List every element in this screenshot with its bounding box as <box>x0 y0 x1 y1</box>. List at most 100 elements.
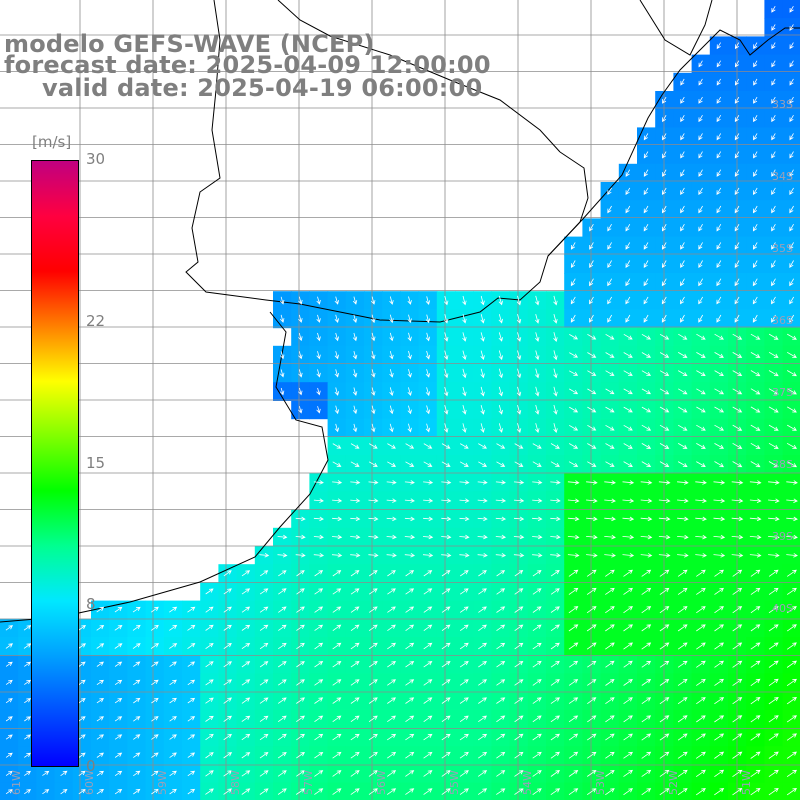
wind-arrow <box>677 388 688 395</box>
wind-arrow <box>695 480 707 485</box>
wind-arrow <box>550 715 560 723</box>
wind-arrow <box>750 642 761 650</box>
wind-arrow <box>78 752 86 758</box>
wind-cell <box>364 764 383 784</box>
wind-arrow <box>586 642 597 650</box>
wind-arrow <box>387 588 396 595</box>
wind-arrow <box>550 461 560 467</box>
wind-arrow <box>659 679 670 686</box>
wind-arrow <box>60 789 68 795</box>
wind-arrow <box>714 660 724 668</box>
wind-arrow <box>771 78 776 86</box>
wind-arrow <box>587 333 597 340</box>
wind-arrow <box>513 534 525 540</box>
wind-cell <box>709 145 729 165</box>
wind-arrow <box>789 278 795 287</box>
wind-arrow <box>623 352 633 358</box>
wind-arrow <box>677 769 688 777</box>
wind-arrow <box>459 588 469 595</box>
wind-arrow <box>532 697 542 704</box>
wind-cell <box>782 345 800 365</box>
wind-arrow <box>661 278 667 287</box>
wind-arrow <box>750 406 761 413</box>
wind-arrow <box>405 606 415 613</box>
wind-cell <box>364 618 383 638</box>
wind-arrow <box>622 498 635 503</box>
wind-arrow <box>771 242 776 250</box>
wind-arrow <box>768 534 780 540</box>
wind-arrow <box>516 313 522 324</box>
wind-arrow <box>786 587 797 595</box>
wind-cell <box>618 709 638 729</box>
wind-arrow <box>607 224 612 232</box>
wind-cell <box>309 600 329 620</box>
wind-cell <box>546 764 565 784</box>
wind-arrow <box>114 752 123 758</box>
wind-arrow <box>241 770 251 777</box>
wind-arrow <box>496 588 506 595</box>
wind-cell <box>91 618 110 638</box>
wind-cell <box>236 728 256 747</box>
wind-cell <box>436 600 456 620</box>
wind-arrow <box>350 679 360 686</box>
wind-arrow <box>771 5 776 13</box>
wind-arrow <box>368 751 378 759</box>
wind-cell <box>655 182 674 201</box>
wind-arrow <box>734 314 740 323</box>
wind-arrow <box>771 314 776 323</box>
wind-cell <box>673 655 693 674</box>
wind-arrow <box>352 423 358 433</box>
wind-cell <box>345 746 365 765</box>
wind-arrow <box>714 388 725 395</box>
wind-arrow <box>750 370 761 377</box>
wind-arrow <box>789 169 794 177</box>
wind-cell <box>600 673 620 693</box>
wind-arrow <box>169 624 178 631</box>
wind-cell <box>709 618 729 638</box>
wind-arrow <box>605 370 615 376</box>
wind-arrow <box>350 661 360 668</box>
wind-cell <box>728 145 747 165</box>
wind-arrow <box>658 516 671 522</box>
wind-arrow <box>714 606 724 614</box>
wind-cell <box>764 564 784 583</box>
wind-arrow <box>496 570 506 577</box>
wind-cell <box>309 746 329 765</box>
wind-cell <box>364 673 383 693</box>
wind-arrow <box>750 442 761 449</box>
wind-cell <box>145 764 165 784</box>
wind-arrow <box>568 624 579 632</box>
wind-arrow <box>480 295 485 306</box>
wind-arrow <box>477 751 488 759</box>
wind-cell <box>655 728 674 747</box>
wind-arrow <box>78 789 86 795</box>
wind-arrow <box>750 424 761 431</box>
wind-arrow <box>334 405 340 415</box>
wind-arrow <box>732 370 743 377</box>
wind-arrow <box>259 588 269 595</box>
wind-cell <box>728 236 747 256</box>
wind-arrow <box>278 570 287 577</box>
wind-arrow <box>405 661 415 668</box>
wind-cell <box>273 618 292 638</box>
wind-arrow <box>568 715 579 723</box>
wind-arrow <box>535 368 540 379</box>
wind-cell <box>527 655 547 674</box>
wind-arrow <box>789 242 794 250</box>
wind-cell <box>564 600 583 620</box>
wind-arrow <box>640 534 653 540</box>
wind-cell <box>91 764 110 784</box>
wind-arrow <box>205 679 214 686</box>
wind-arrow <box>314 770 324 777</box>
wind-cell <box>746 618 765 638</box>
wind-arrow <box>332 570 342 577</box>
wind-arrow <box>714 715 725 723</box>
wind-cell <box>709 309 729 329</box>
wind-cell <box>473 691 492 711</box>
wind-cell <box>709 655 729 674</box>
wind-arrow <box>587 697 597 705</box>
wind-arrow <box>459 498 470 503</box>
wind-arrow <box>459 461 469 467</box>
wind-cell <box>582 236 602 256</box>
wind-arrow <box>622 553 635 558</box>
